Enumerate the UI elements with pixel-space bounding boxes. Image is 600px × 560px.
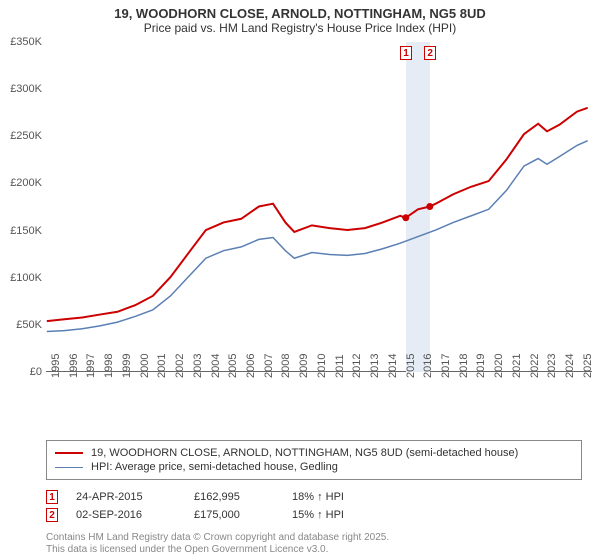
series-subject <box>47 108 588 321</box>
transaction-marker: 2 <box>424 46 436 60</box>
legend-swatch <box>55 452 83 454</box>
copyright-footer: Contains HM Land Registry data © Crown c… <box>46 532 389 556</box>
legend: 19, WOODHORN CLOSE, ARNOLD, NOTTINGHAM, … <box>46 440 582 480</box>
transaction-row-marker: 2 <box>46 508 58 522</box>
y-axis-label: £50K <box>0 319 42 331</box>
transaction-delta: 15% ↑ HPI <box>292 509 392 521</box>
transaction-price: £162,995 <box>194 491 274 503</box>
transaction-marker: 1 <box>400 46 412 60</box>
transaction-date: 02-SEP-2016 <box>76 509 176 521</box>
legend-row: 19, WOODHORN CLOSE, ARNOLD, NOTTINGHAM, … <box>55 447 573 459</box>
transaction-row: 2 02-SEP-2016 £175,000 15% ↑ HPI <box>46 508 586 522</box>
transaction-price: £175,000 <box>194 509 274 521</box>
y-axis-label: £0 <box>0 366 42 378</box>
page-title: 19, WOODHORN CLOSE, ARNOLD, NOTTINGHAM, … <box>0 6 600 21</box>
y-axis-label: £250K <box>0 130 42 142</box>
y-axis-label: £100K <box>0 272 42 284</box>
legend-label: 19, WOODHORN CLOSE, ARNOLD, NOTTINGHAM, … <box>91 447 518 459</box>
footer-line-2: This data is licensed under the Open Gov… <box>46 544 389 556</box>
transaction-date: 24-APR-2015 <box>76 491 176 503</box>
transaction-row-marker: 1 <box>46 490 58 504</box>
transaction-delta: 18% ↑ HPI <box>292 491 392 503</box>
footer-line-1: Contains HM Land Registry data © Crown c… <box>46 532 389 544</box>
legend-swatch <box>55 467 83 468</box>
y-axis-label: £350K <box>0 36 42 48</box>
y-axis-label: £150K <box>0 225 42 237</box>
y-axis-label: £200K <box>0 177 42 189</box>
series-hpi <box>47 141 588 332</box>
chart-svg <box>46 42 592 371</box>
transaction-dot <box>402 214 409 221</box>
legend-label: HPI: Average price, semi-detached house,… <box>91 461 338 473</box>
page-subtitle: Price paid vs. HM Land Registry's House … <box>0 21 600 35</box>
legend-row: HPI: Average price, semi-detached house,… <box>55 461 573 473</box>
transaction-row: 1 24-APR-2015 £162,995 18% ↑ HPI <box>46 490 586 504</box>
transaction-table: 1 24-APR-2015 £162,995 18% ↑ HPI 2 02-SEP-201… <box>46 486 586 526</box>
plot-area: 12 <box>46 42 592 372</box>
y-axis-label: £300K <box>0 83 42 95</box>
transaction-dot <box>426 203 433 210</box>
price-chart: £0£50K£100K£150K£200K£250K£300K£350K 12 … <box>0 42 600 402</box>
